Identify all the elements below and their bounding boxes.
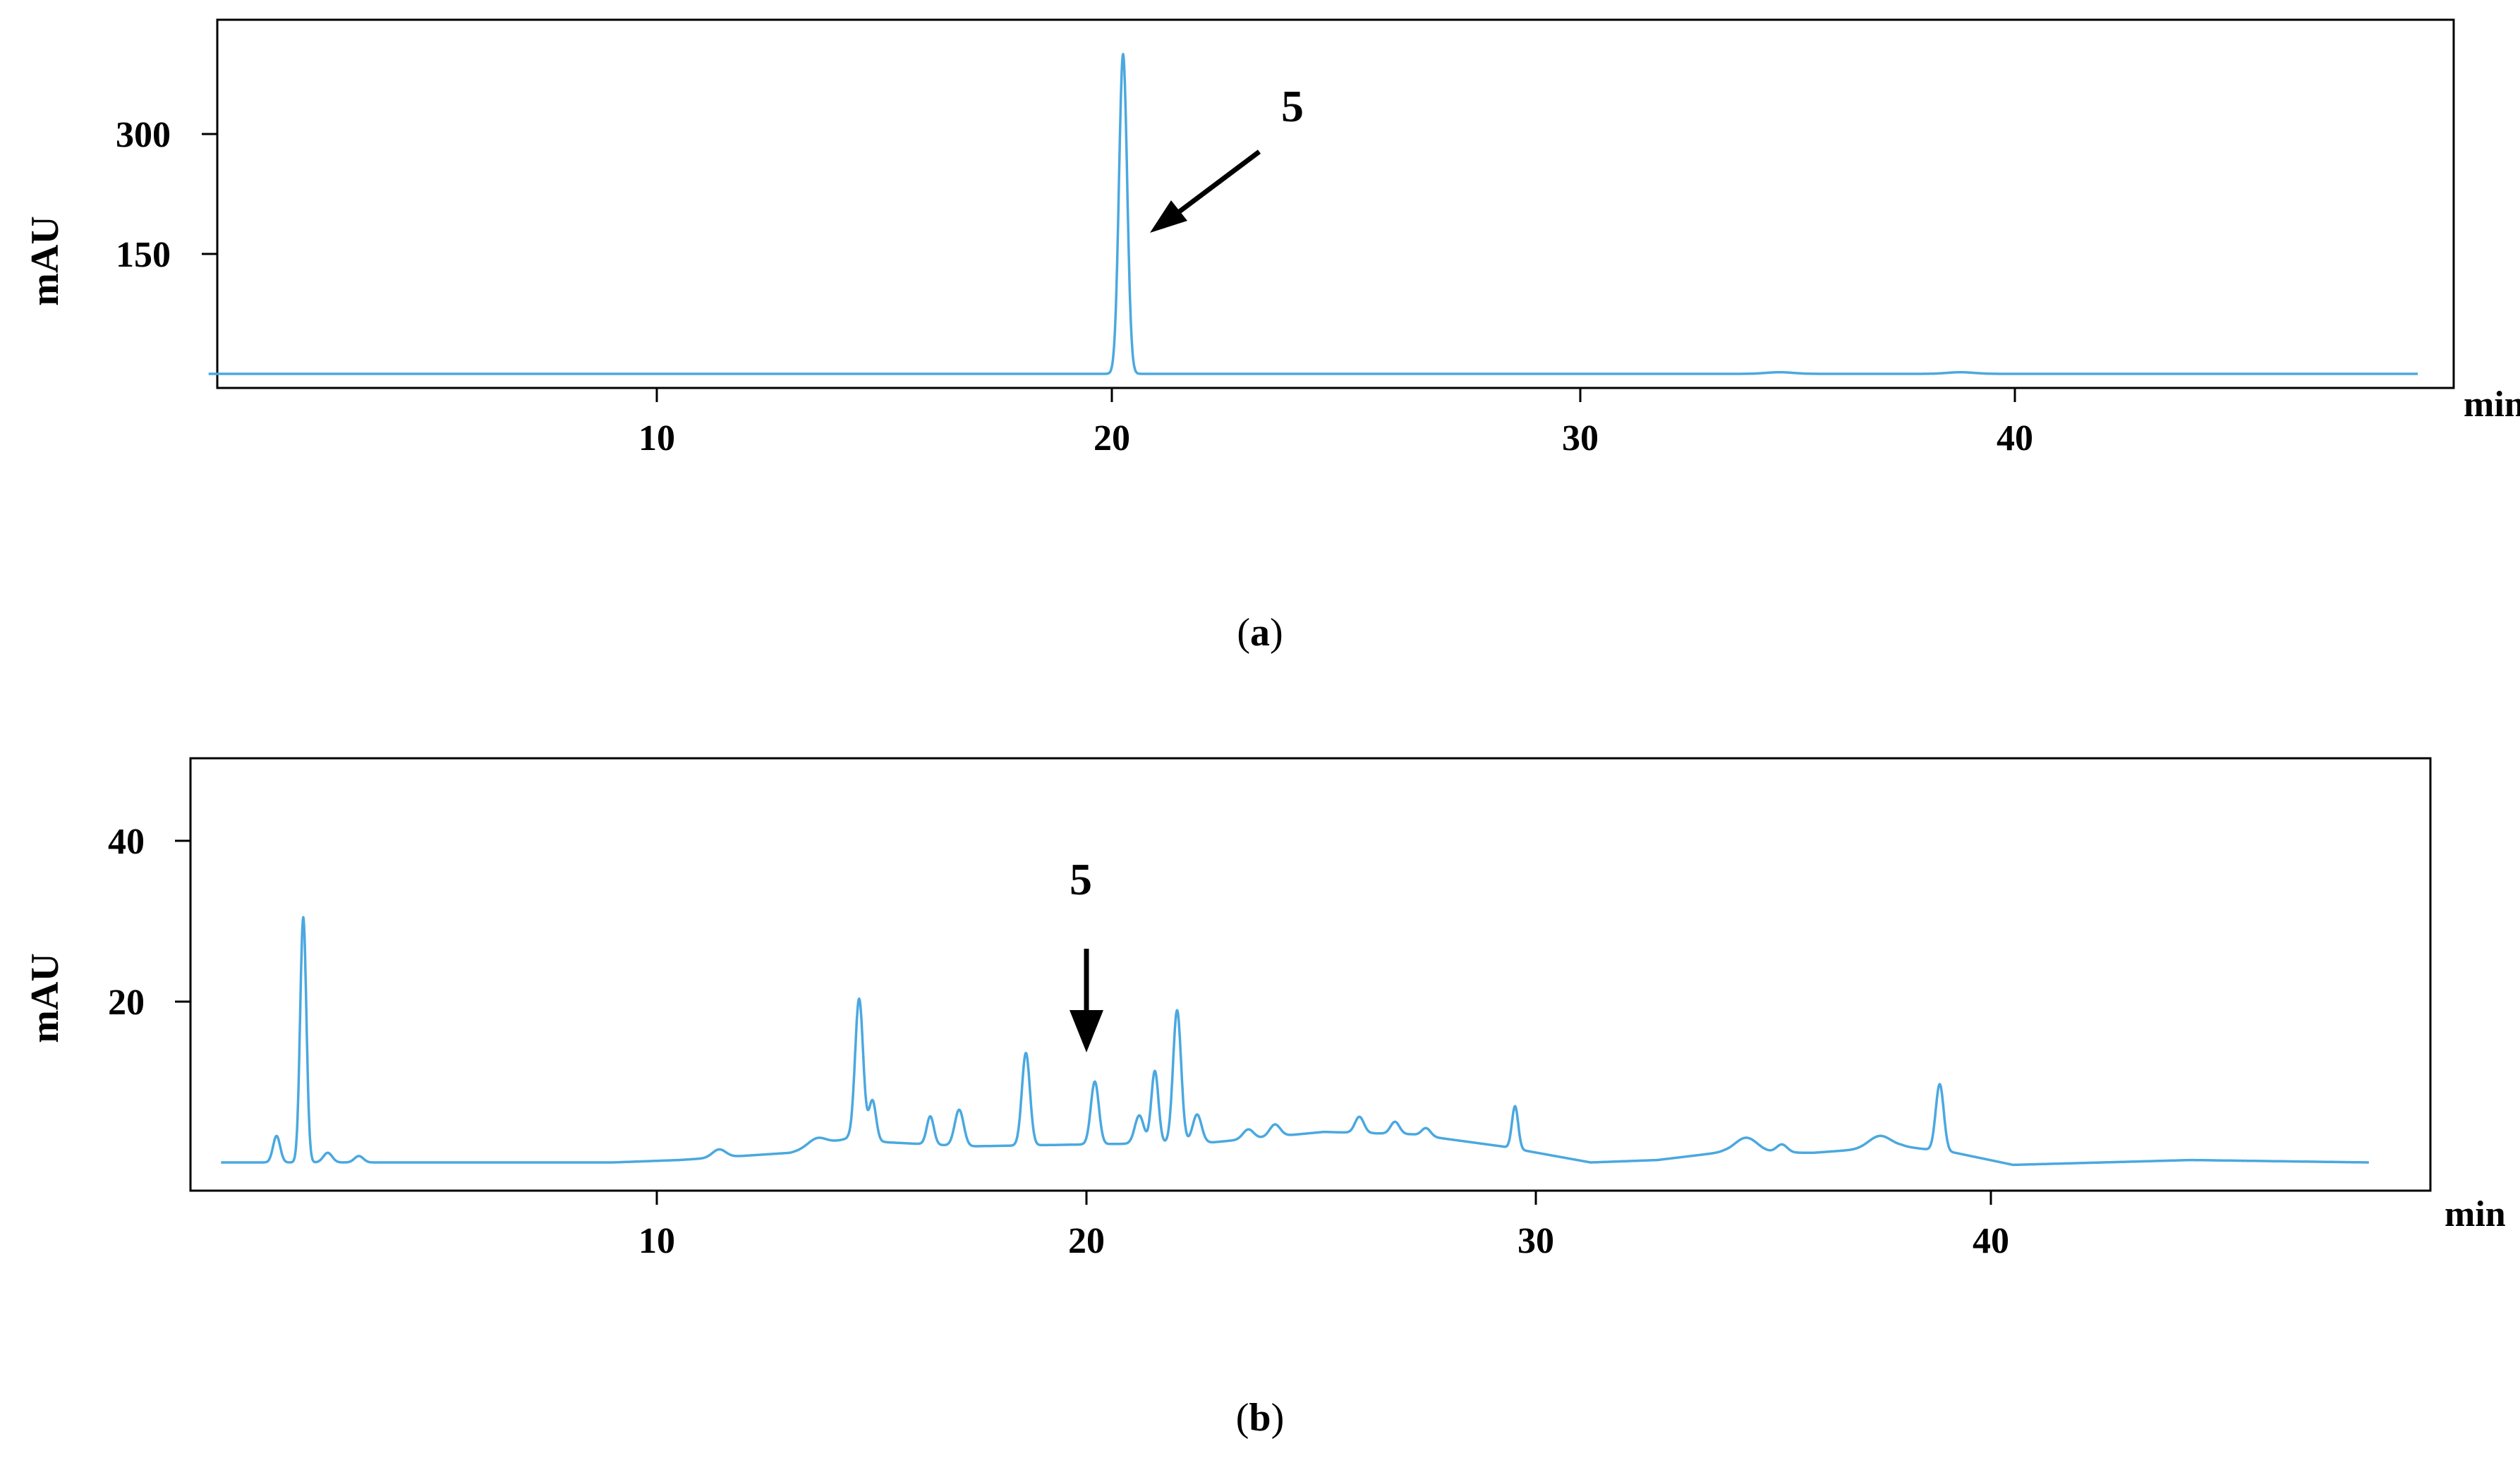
panel-a-xtick-label-20: 20	[1094, 418, 1130, 458]
panel-a-xtick-label-30: 30	[1562, 418, 1599, 458]
panel-b-xtick-label-40: 40	[1973, 1221, 2009, 1261]
panel-a-arrow	[1150, 150, 1261, 233]
panel-a-x-unit: min	[2464, 384, 2520, 425]
panel-b-axes	[189, 757, 2432, 1192]
panel-a-xtick-label-40: 40	[1997, 418, 2033, 458]
panel-a: 150 300 10 20 30 40 min mAU 5 (a)	[23, 18, 2520, 655]
panel-b-ytick-label-40: 40	[108, 822, 145, 862]
panel-b-xtick-label-30: 30	[1518, 1221, 1554, 1261]
panel-b-caption: (b)	[1236, 1396, 1284, 1440]
panel-a-ytick-label-300: 300	[116, 115, 171, 155]
panel-a-trace	[207, 52, 2419, 375]
panel-b-y-label: mAU	[23, 953, 67, 1043]
panel-b-trace	[220, 916, 2370, 1167]
panel-b-ytick-label-20: 20	[108, 983, 145, 1023]
panel-a-caption: (a)	[1237, 611, 1283, 655]
panel-b-peak-label: 5	[1070, 854, 1092, 904]
panel-b-xtick-label-20: 20	[1068, 1221, 1105, 1261]
panel-a-y-label: mAU	[23, 216, 67, 306]
panel-a-peak-label: 5	[1281, 81, 1304, 131]
panel-b-arrow	[1070, 949, 1103, 1052]
panel-b: 20 40 10 20 30 40 min mAU 5 (b)	[23, 757, 2506, 1440]
panel-b-xtick-label-10: 10	[638, 1221, 675, 1261]
panel-b-x-unit: min	[2445, 1194, 2506, 1234]
panel-a-ytick-label-150: 150	[116, 235, 171, 275]
panel-a-axes	[216, 18, 2455, 389]
panel-a-xtick-label-10: 10	[638, 418, 675, 458]
